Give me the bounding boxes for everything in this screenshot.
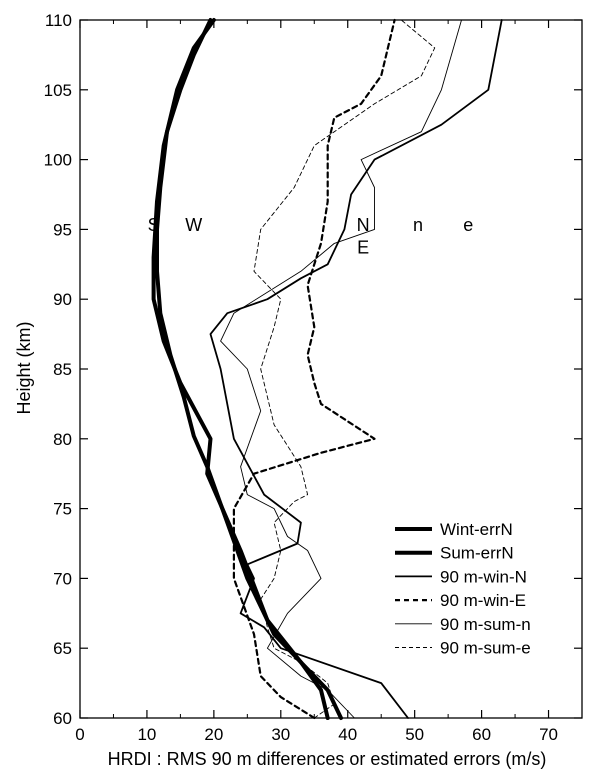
series-line-90-m-win-e <box>232 18 396 720</box>
legend-label: 90 m-win-E <box>440 591 526 610</box>
y-tick-label: 75 <box>53 500 72 519</box>
x-tick-label: 50 <box>405 725 424 744</box>
x-axis: 0 10 20 30 40 50 60 70 <box>75 20 583 744</box>
x-axis-title: HRDI : RMS 90 m differences or estimated… <box>108 749 547 769</box>
annotation-label: N <box>357 215 370 235</box>
series-line-90-m-win-n <box>209 19 503 719</box>
x-tick-label: 20 <box>204 725 223 744</box>
x-tick-label: 60 <box>472 725 491 744</box>
x-tick-label: 0 <box>75 725 84 744</box>
y-tick-label: 95 <box>53 220 72 239</box>
x-tick-label: 10 <box>137 725 156 744</box>
x-tick-label: 40 <box>338 725 357 744</box>
y-tick-label: 110 <box>45 11 72 30</box>
plot-border <box>79 19 583 719</box>
y-tick-label: 70 <box>53 569 72 588</box>
plot-frame <box>79 19 583 719</box>
series-line-sum-errn <box>151 18 343 720</box>
y-tick-label: 60 <box>53 709 72 728</box>
y-tick-label: 85 <box>53 360 72 379</box>
y-tick-label: 105 <box>44 81 72 100</box>
legend: Wint-errN Sum-errN 90 m-win-N 90 m-win-E 90 … <box>395 520 531 658</box>
y-tick-label: 100 <box>44 151 72 170</box>
annotation-label: S <box>148 215 160 235</box>
x-tick-label: 70 <box>539 725 558 744</box>
legend-label: Sum-errN <box>440 544 514 563</box>
x-tick-label: 30 <box>271 725 290 744</box>
series-line-90-m-sum-n <box>220 19 462 719</box>
y-axis-title: Height (km) <box>14 321 34 414</box>
annotation-label: E <box>357 238 369 258</box>
series-layer <box>151 18 503 720</box>
legend-label: 90 m-win-N <box>440 567 527 586</box>
annotations: S W NEn e <box>148 215 474 257</box>
annotation-label: e <box>463 215 473 235</box>
y-axis: 60 65 70 75 80 85 90 95 100 105 110 <box>44 11 582 728</box>
y-tick-label: 65 <box>53 639 72 658</box>
legend-label: 90 m-sum-e <box>440 639 531 658</box>
legend-label: 90 m-sum-n <box>440 615 531 634</box>
annotation-label: W <box>185 215 202 235</box>
series-line-90-m-sum-e <box>253 19 436 719</box>
y-tick-label: 90 <box>53 290 72 309</box>
y-tick-label: 80 <box>53 430 72 449</box>
legend-label: Wint-errN <box>440 520 513 539</box>
annotation-label: n <box>413 215 423 235</box>
